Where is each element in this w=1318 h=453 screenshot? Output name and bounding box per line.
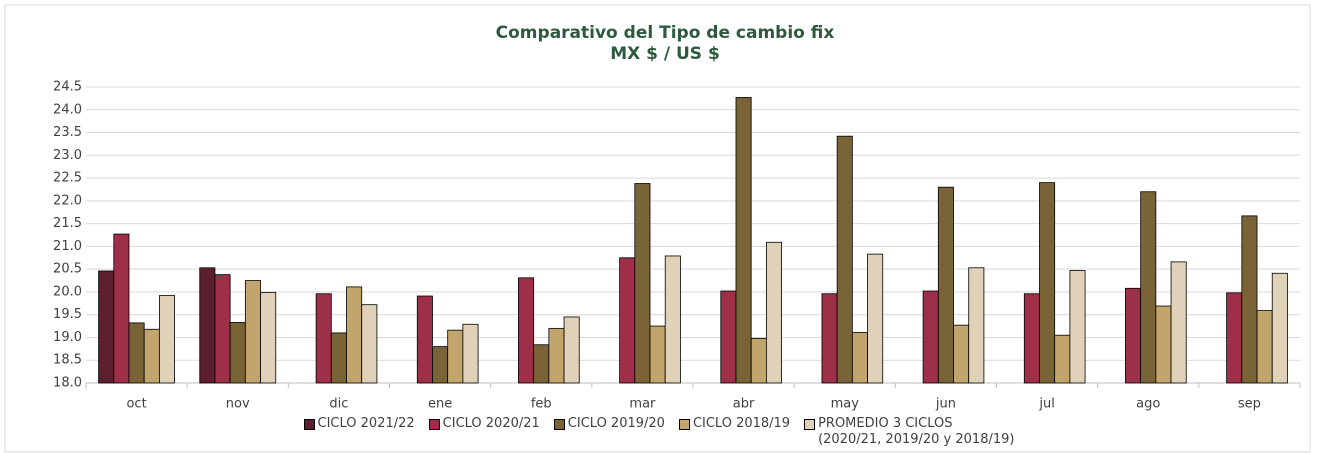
bar	[462, 323, 479, 384]
bar	[346, 286, 363, 384]
legend-item: CICLO 2018/19	[678, 416, 791, 448]
bar	[518, 277, 535, 384]
bar	[1125, 287, 1142, 384]
legend-label: CICLO 2019/20	[567, 416, 665, 431]
bar	[229, 322, 246, 384]
x-tick-label: may	[831, 397, 860, 412]
legend-swatch	[804, 419, 816, 430]
y-tick-label: 23.0	[53, 148, 82, 163]
bar	[735, 97, 752, 384]
y-tick-label: 20.0	[53, 284, 82, 299]
legend: CICLO 2021/22 CICLO 2020/21 CICLO 2019/20 C…	[0, 416, 1318, 448]
bar	[1256, 310, 1273, 384]
x-tick-label: jun	[935, 397, 956, 412]
legend-swatch	[428, 419, 440, 430]
bar	[1241, 215, 1258, 384]
bar	[416, 295, 433, 384]
legend-swatch	[553, 419, 565, 430]
y-tick-label: 20.5	[53, 262, 82, 277]
legend-swatch	[678, 419, 690, 430]
x-tick-label: mar	[629, 397, 656, 412]
bar	[1039, 182, 1056, 384]
legend-swatch	[303, 419, 315, 430]
x-tick-label: oct	[126, 397, 146, 412]
bar	[1271, 272, 1288, 384]
bar	[1170, 261, 1187, 384]
bar	[98, 270, 115, 384]
bar	[244, 280, 261, 384]
bar	[563, 316, 580, 384]
bar	[1140, 191, 1157, 384]
x-tick-label: ago	[1136, 397, 1160, 412]
bar	[128, 322, 145, 384]
bar	[548, 327, 565, 384]
y-tick-label: 19.0	[53, 330, 82, 345]
x-tick-label: nov	[226, 397, 250, 412]
legend-item: CICLO 2019/20	[553, 416, 665, 448]
bar	[330, 332, 347, 384]
bar	[836, 135, 853, 384]
bar	[361, 304, 378, 384]
chart-title: Comparativo del Tipo de cambio fix MX $ /…	[496, 23, 835, 64]
bar	[968, 267, 985, 384]
bar	[937, 186, 954, 384]
legend-item: CICLO 2021/22	[303, 416, 415, 448]
bar	[922, 290, 939, 384]
y-tick-label: 24.0	[53, 102, 82, 117]
bar	[720, 290, 737, 384]
bar	[1069, 270, 1086, 384]
bar	[867, 253, 884, 384]
bar	[821, 293, 838, 384]
legend-label: PROMEDIO 3 CICLOS (2020/21, 2019/20 y 20…	[818, 416, 1015, 447]
y-tick-label: 18.5	[53, 353, 82, 368]
bar	[533, 344, 550, 384]
bar	[1054, 334, 1071, 384]
bar	[113, 233, 130, 384]
bar	[750, 337, 767, 384]
x-tick-label: ene	[428, 397, 452, 412]
chart-border	[4, 4, 1311, 453]
y-tick-label: 18.0	[53, 376, 82, 391]
bar	[143, 328, 160, 384]
legend-item: CICLO 2020/21	[428, 416, 540, 448]
bar	[158, 295, 175, 384]
bar	[765, 241, 782, 384]
y-tick-label: 22.0	[53, 193, 82, 208]
bar	[1023, 293, 1040, 384]
legend-item: PROMEDIO 3 CICLOS (2020/21, 2019/20 y 20…	[804, 416, 1014, 448]
y-tick-label: 19.5	[53, 307, 82, 322]
bar	[1155, 305, 1172, 384]
y-tick-label: 24.5	[53, 80, 82, 95]
bar	[1226, 292, 1243, 384]
bar	[851, 332, 868, 384]
x-tick-label: dic	[329, 397, 348, 412]
bar	[447, 329, 464, 384]
x-tick-label: feb	[531, 397, 552, 412]
bar	[649, 325, 666, 384]
bar	[432, 346, 449, 384]
y-tick-label: 21.0	[53, 239, 82, 254]
legend-label: CICLO 2021/22	[317, 416, 415, 431]
bar	[619, 257, 636, 384]
bar	[634, 183, 651, 384]
bar	[214, 274, 231, 384]
bar	[199, 267, 216, 384]
y-tick-label: 21.5	[53, 216, 82, 231]
x-tick-label: sep	[1238, 397, 1261, 412]
legend-label: CICLO 2018/19	[692, 416, 791, 431]
bar	[664, 255, 681, 384]
y-tick-label: 23.5	[53, 125, 82, 140]
y-tick-label: 22.5	[53, 171, 82, 186]
bar	[953, 324, 970, 384]
legend-label: CICLO 2020/21	[442, 416, 540, 431]
bar	[260, 291, 277, 384]
bar	[315, 293, 332, 384]
x-tick-label: jul	[1038, 397, 1054, 412]
x-tick-label: abr	[733, 397, 755, 412]
